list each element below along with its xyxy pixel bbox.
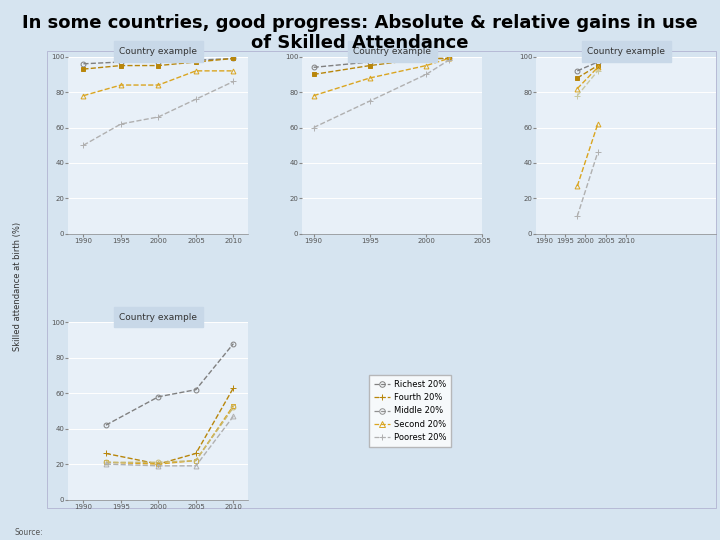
Text: Skilled attendance at birth (%): Skilled attendance at birth (%): [14, 221, 22, 351]
Text: In some countries, good progress: Absolute & relative gains in use
of Skilled At: In some countries, good progress: Absolu…: [22, 14, 698, 52]
Title: Country example: Country example: [354, 47, 431, 56]
Title: Country example: Country example: [588, 47, 665, 56]
Title: Country example: Country example: [120, 313, 197, 322]
Legend: Richest 20%, Fourth 20%, Middle 20%, Second 20%, Poorest 20%: Richest 20%, Fourth 20%, Middle 20%, Sec…: [369, 375, 451, 447]
Title: Country example: Country example: [120, 47, 197, 56]
Text: Source:: Source:: [14, 528, 43, 537]
